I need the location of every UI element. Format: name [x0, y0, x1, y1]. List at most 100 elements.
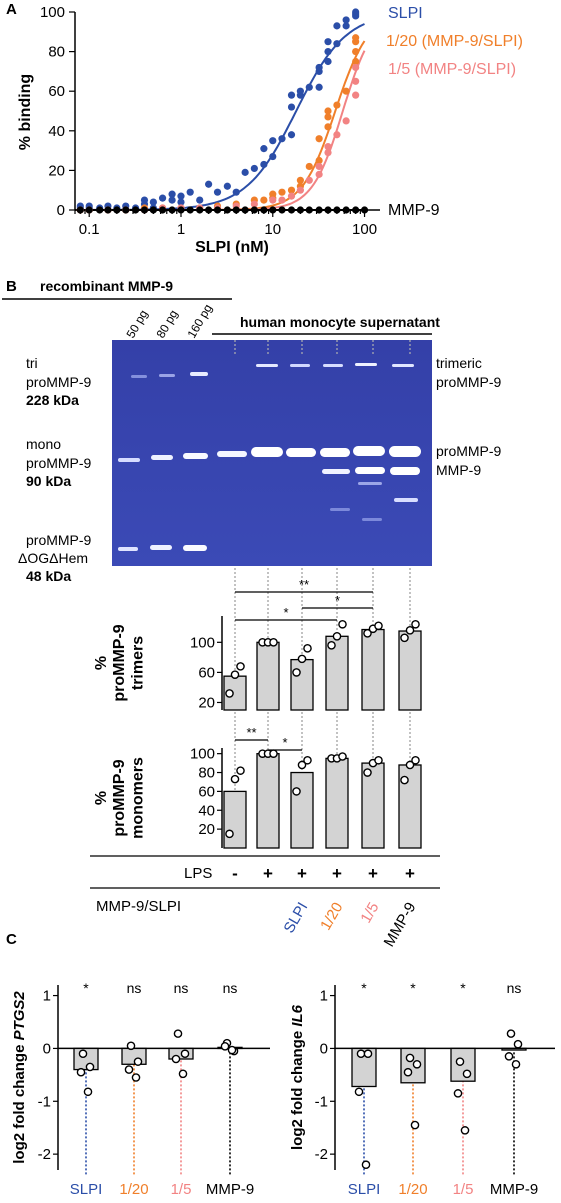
lane-label-80: 80 pg [153, 307, 180, 340]
data-point-SLPI [186, 188, 194, 196]
data-point-ratio_1_20 [352, 57, 360, 66]
y-axis-label-prefix: % [93, 791, 110, 805]
data-point-SLPI [205, 180, 213, 188]
gel-band [392, 364, 414, 367]
y-axis-label-prefix: % [93, 656, 110, 670]
significance-label: ns [174, 980, 189, 996]
replicate-point [361, 1160, 371, 1170]
replicate-point [220, 1042, 230, 1051]
data-point-SLPI [352, 8, 360, 16]
data-point-ratio_1_20 [352, 48, 360, 56]
gel-band [390, 467, 420, 475]
data-point-MMP9 [186, 206, 194, 214]
gel-band [358, 482, 382, 485]
replicate-point [504, 1052, 514, 1061]
y-tick-label: -1 [315, 1093, 328, 1110]
data-point-ratio_1_5 [269, 196, 277, 204]
y-tick-label: 20 [198, 694, 215, 711]
label-90kda: 90 kDa [26, 473, 71, 489]
gel-band [118, 547, 138, 551]
legend-ratio-1-20: 1/20 (MMP-9/SLPI) [386, 33, 523, 50]
treatment-label-SLPI: SLPI [280, 900, 311, 937]
data-point-ratio_1_5 [324, 148, 332, 157]
replicate-point [374, 621, 383, 631]
y-tick-label: 1 [43, 988, 51, 1005]
significance-label: * [282, 735, 287, 750]
gel-left-labels: tri proMMP-9 228 kDa mono proMMP-9 90 kD… [18, 355, 92, 584]
replicate-point [236, 662, 245, 671]
gel-band [251, 447, 283, 457]
data-point-SLPI [177, 192, 185, 200]
replicate-point [227, 1045, 237, 1055]
lane-label-50: 50 pg [123, 307, 150, 340]
data-point-ratio_1_20 [333, 101, 341, 109]
data-point-SLPI [333, 22, 341, 30]
replicate-point [292, 787, 301, 796]
data-point-ratio_1_20 [269, 190, 277, 198]
gel-band [150, 545, 172, 550]
y-axis-label-prefix: log2 fold change [11, 1040, 28, 1163]
replicate-point [374, 755, 383, 765]
bar [290, 771, 314, 849]
data-point-MMP9 [131, 206, 140, 214]
data-point-ratio_1_20 [287, 186, 296, 194]
data-point-MMP9 [149, 206, 157, 214]
data-point-ratio_1_20 [324, 123, 332, 131]
replicate-point [236, 766, 245, 775]
replicate-point [405, 625, 415, 635]
lane-guides [234, 340, 411, 356]
gel-band [256, 364, 278, 367]
replicate-point [269, 749, 278, 758]
data-point-MMP9 [205, 206, 213, 214]
bar [256, 641, 280, 711]
chart-a-x-tick-label: 0.1 [79, 221, 100, 238]
gel-band [131, 375, 147, 378]
data-point-SLPI [296, 87, 304, 95]
replicate-point [225, 829, 234, 839]
treatment-label-ratio_1_20: 1/20 [317, 900, 346, 934]
y-axis-label-prefix: log2 fold change [289, 1027, 306, 1150]
treatment-label-ratio_1_5: 1/5 [357, 900, 382, 927]
replicate-point [400, 775, 409, 785]
y-axis-label: %proMMP-9trimers [93, 624, 147, 701]
gel-band [118, 458, 140, 462]
data-point-ratio_1_5 [315, 170, 323, 178]
replicate-point [462, 1069, 472, 1079]
replicate-point [400, 633, 409, 643]
data-point-SLPI [333, 40, 341, 48]
replicate-point [126, 1041, 136, 1051]
data-point-ratio_1_5 [333, 131, 341, 139]
replicate-point [230, 670, 240, 679]
y-axis-label-line: monomers [130, 757, 147, 839]
legend-ratio-1-5: 1/5 (MMP-9/SLPI) [388, 61, 516, 78]
replicate-point [124, 1065, 134, 1074]
data-point-ratio_1_20 [315, 156, 323, 165]
gel-band [389, 446, 421, 457]
data-point-MMP9 [315, 206, 323, 214]
data-point-MMP9 [352, 206, 360, 214]
data-point-MMP9 [278, 206, 286, 214]
data-point-MMP9 [168, 206, 176, 214]
replicate-point [511, 1059, 521, 1069]
replicate-point [76, 1067, 86, 1077]
replicate-point [225, 689, 234, 698]
category-label-SLPI: SLPI [70, 1181, 103, 1198]
lps-value: + [405, 864, 415, 883]
significance-label: * [283, 605, 288, 620]
bar [325, 757, 349, 849]
y-axis-label-line: trimers [130, 636, 147, 690]
data-point-SLPI [269, 137, 277, 145]
bar [256, 753, 280, 849]
data-point-ratio_1_5 [342, 117, 350, 125]
data-point-ratio_1_20 [305, 162, 313, 171]
data-point-SLPI [177, 198, 185, 206]
gel-band [362, 518, 382, 521]
data-point-MMP9 [296, 206, 304, 214]
data-point-SLPI [223, 182, 231, 190]
significance-label: * [460, 980, 466, 996]
gel-band [322, 469, 350, 474]
data-point-ratio_1_5 [296, 186, 304, 194]
replicate-point [303, 644, 312, 653]
data-point-SLPI [287, 131, 296, 139]
data-point-MMP9 [360, 206, 369, 214]
